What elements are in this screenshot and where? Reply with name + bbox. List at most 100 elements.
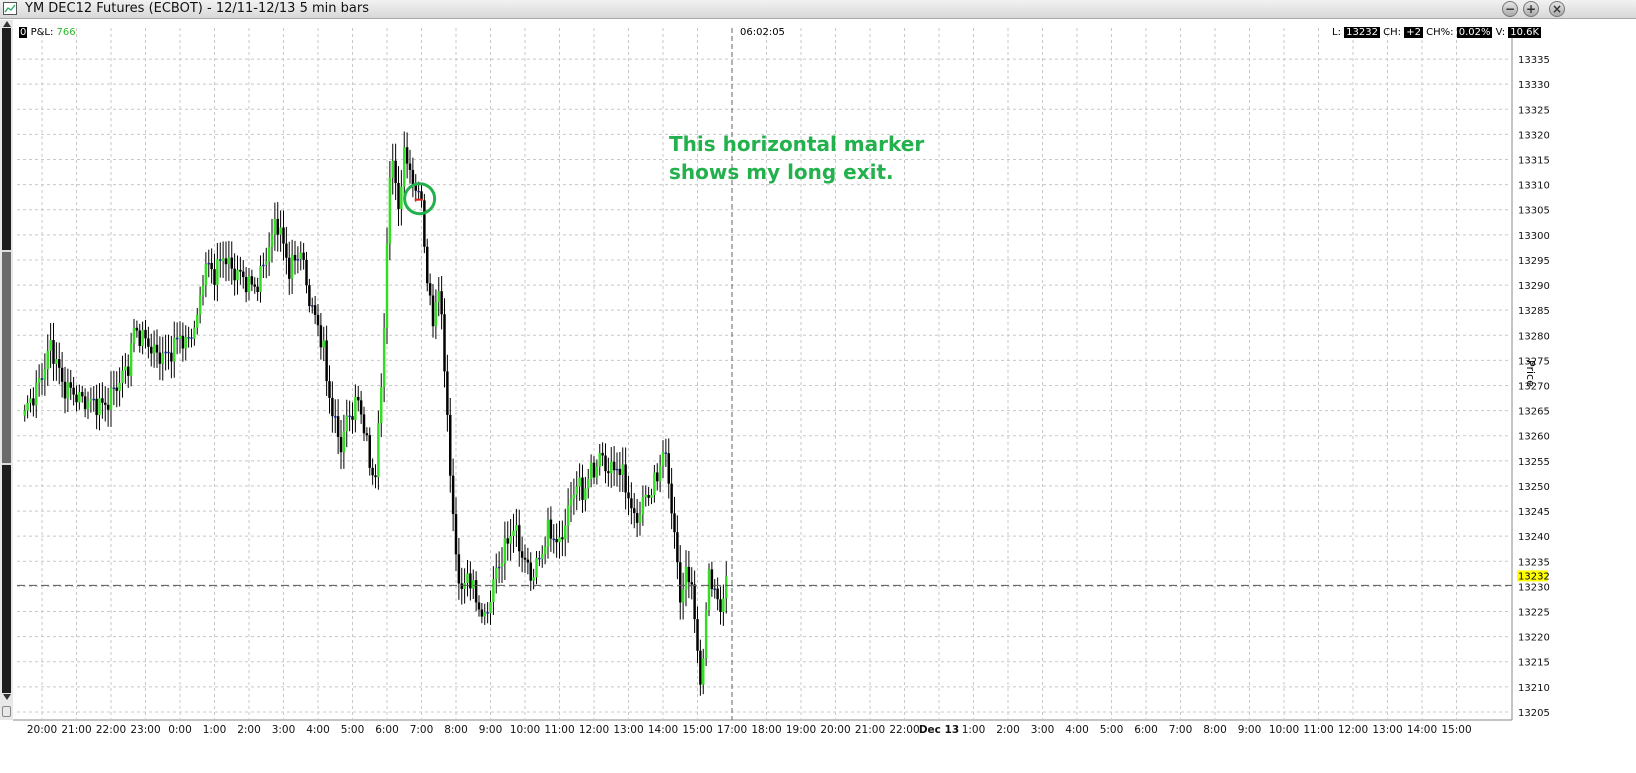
x-tick-label: 9:00 — [1238, 724, 1262, 736]
change-label: CH: — [1383, 27, 1402, 38]
bar-body — [569, 498, 573, 506]
bar-body — [141, 329, 144, 346]
bar-body — [92, 398, 95, 401]
bar-body — [538, 557, 541, 560]
x-tick-label: Dec 13 — [919, 724, 959, 736]
vertical-scrollbar[interactable] — [0, 20, 13, 720]
bar-body — [549, 519, 553, 539]
bar-body — [173, 337, 176, 362]
bar-body — [55, 359, 58, 364]
bar-body — [167, 351, 170, 354]
bar-body — [650, 495, 653, 498]
x-tick-label: 13:00 — [1372, 724, 1402, 736]
bar-body — [49, 339, 52, 351]
bar-body — [676, 532, 679, 563]
x-tick-label: 9:00 — [479, 724, 503, 736]
bar-body — [561, 537, 564, 540]
scroll-down-arrow-icon[interactable] — [3, 694, 11, 700]
bar-body — [480, 609, 484, 617]
bar-body — [492, 579, 495, 602]
bar-body — [196, 314, 199, 328]
x-tick-label: 14:00 — [1407, 724, 1437, 736]
price-chart[interactable]: 13205 13210 13215 13220 13225 13230 13235 13240… — [0, 20, 1636, 773]
bar-body — [592, 462, 596, 478]
x-tick-label: 4:00 — [306, 724, 330, 736]
bar-body — [388, 177, 392, 244]
bar-body — [207, 262, 210, 265]
bar-body — [348, 415, 351, 418]
bar-body — [302, 252, 305, 260]
bar-body — [420, 191, 423, 201]
bar-body — [124, 366, 127, 371]
bar-body — [630, 498, 633, 509]
bar-body — [584, 488, 587, 500]
bar-body — [89, 398, 93, 402]
last-value: 13232 — [1344, 27, 1380, 38]
y-tick-label: 13305 — [1518, 206, 1550, 217]
bar-body — [132, 327, 136, 344]
bar-body — [405, 147, 409, 164]
x-tick-label: 2:00 — [237, 724, 261, 736]
bar-body — [518, 525, 521, 552]
crosshair-time-readout: 06:02:05 — [740, 27, 785, 38]
bar-body — [595, 466, 599, 478]
bar-body — [127, 366, 130, 376]
bar-body — [184, 337, 187, 349]
bar-body — [147, 338, 150, 347]
y-tick-label: 13260 — [1518, 432, 1550, 443]
bar-body — [115, 387, 118, 391]
x-tick-label: 8:00 — [444, 724, 468, 736]
bar-body — [512, 530, 515, 537]
bar-body — [187, 337, 190, 339]
bar-body — [391, 160, 394, 178]
bar-body — [262, 264, 265, 267]
bar-body — [311, 305, 314, 307]
bar-body — [46, 350, 49, 370]
bar-body — [190, 337, 193, 339]
x-tick-label: 20:00 — [27, 724, 57, 736]
bar-body — [282, 227, 285, 244]
bar-body — [647, 495, 650, 498]
bar-body — [374, 475, 377, 478]
scroll-up-arrow-icon[interactable] — [3, 21, 11, 27]
bar-body — [523, 557, 527, 560]
bar-body — [224, 258, 228, 265]
y-tick-label: 13290 — [1518, 281, 1550, 292]
bar-body — [293, 254, 297, 261]
bar-body — [581, 477, 584, 500]
bar-body — [437, 291, 440, 303]
x-tick-label: 2:00 — [996, 724, 1020, 736]
bar-body — [641, 496, 645, 515]
bar-body — [495, 567, 498, 580]
chart-app-icon — [3, 2, 17, 15]
x-tick-label: 21:00 — [855, 724, 885, 736]
bar-body — [690, 582, 693, 585]
bar-body — [713, 588, 716, 591]
bar-body — [75, 394, 78, 403]
change-value: +2 — [1404, 27, 1423, 38]
bar-body — [83, 396, 87, 410]
bar-body — [546, 519, 550, 547]
bar-body — [380, 387, 383, 424]
bar-body — [610, 461, 613, 474]
bar-body — [489, 601, 492, 614]
scrollbar-thumb[interactable] — [2, 250, 11, 465]
bar-body — [555, 539, 558, 543]
bar-body — [638, 514, 642, 523]
bar-body — [170, 352, 173, 362]
minus-icon: − — [1504, 2, 1516, 16]
bar-body — [35, 382, 38, 406]
bar-body — [216, 259, 219, 285]
bar-body — [604, 455, 607, 472]
close-button[interactable]: × — [1549, 1, 1565, 17]
bar-body — [328, 381, 331, 398]
minimize-button[interactable]: − — [1502, 1, 1518, 17]
bar-body — [722, 598, 725, 613]
lock-icon[interactable] — [2, 706, 11, 717]
bar-body — [265, 261, 268, 265]
bar-body — [587, 478, 590, 489]
maximize-button[interactable]: + — [1523, 1, 1539, 17]
bar-body — [66, 382, 70, 399]
bar-body — [696, 619, 699, 651]
bar-body — [673, 513, 676, 533]
